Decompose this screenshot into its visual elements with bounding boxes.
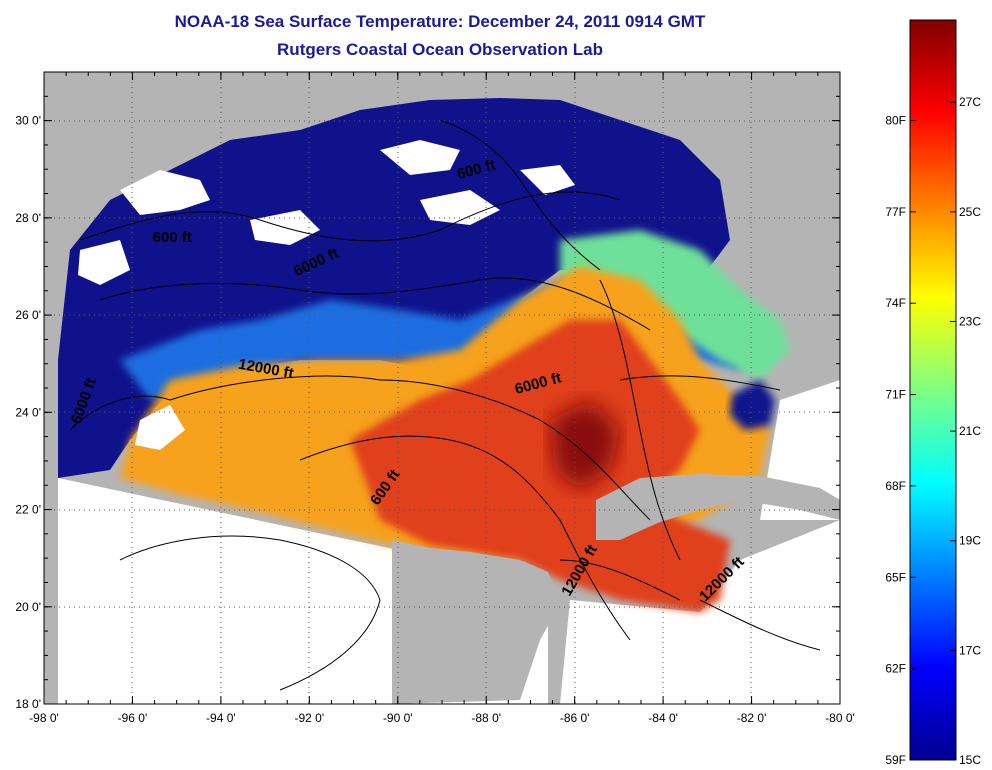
map-subtitle: Rutgers Coastal Ocean Observation Lab	[277, 40, 603, 59]
celsius-label: 17C	[959, 643, 981, 657]
celsius-label: 25C	[959, 205, 981, 219]
cuba	[596, 474, 840, 540]
graticule	[44, 72, 840, 704]
green-transition-region	[560, 230, 790, 380]
lat-tick-label: 28 0'	[15, 211, 41, 225]
fahrenheit-label: 74F	[885, 296, 906, 310]
lon-tick-label: -98 0'	[29, 711, 59, 725]
map-title: NOAA-18 Sea Surface Temperature: Decembe…	[174, 12, 706, 31]
colorbar-celsius-labels: 27C 25C 23C 21C 19C 17C 15C	[959, 95, 981, 767]
hot-water-region	[350, 320, 730, 612]
celsius-label: 27C	[959, 95, 981, 109]
lon-tick-label: -94 0'	[206, 711, 236, 725]
lon-tick-label: -80 0'	[825, 711, 855, 725]
cloud-cover	[78, 140, 575, 450]
hottest-core	[550, 400, 620, 490]
celsius-label: 21C	[959, 424, 981, 438]
lon-tick-label: -84 0'	[648, 711, 678, 725]
colorbar	[909, 19, 957, 761]
lon-tick-label: -90 0'	[383, 711, 413, 725]
florida	[760, 72, 840, 380]
celsius-label: 23C	[959, 314, 981, 328]
fahrenheit-label: 62F	[885, 662, 906, 676]
longitude-tick-labels: -98 0' -96 0' -94 0' -92 0' -90 0' -88 0' -86 …	[29, 711, 855, 725]
celsius-label: 15C	[959, 753, 981, 767]
depth-contour-label: 600 ft	[153, 229, 192, 246]
lat-tick-label: 26 0'	[15, 308, 41, 322]
lon-tick-label: -92 0'	[295, 711, 325, 725]
colorbar-fahrenheit-labels: 80F 77F 74F 71F 68F 65F 62F 59F	[885, 113, 906, 767]
lon-tick-label: -82 0'	[737, 711, 767, 725]
fahrenheit-label: 77F	[885, 205, 906, 219]
lon-tick-label: -88 0'	[471, 711, 501, 725]
fahrenheit-label: 65F	[885, 570, 906, 584]
fahrenheit-label: 68F	[885, 479, 906, 493]
lat-tick-label: 24 0'	[15, 405, 41, 419]
fahrenheit-label: 59F	[885, 753, 906, 767]
lat-tick-label: 22 0'	[15, 503, 41, 517]
map-tick-marks	[43, 71, 841, 705]
fahrenheit-label: 71F	[885, 388, 906, 402]
lat-tick-label: 30 0'	[15, 114, 41, 128]
cold-pool-east	[730, 380, 775, 430]
celsius-label: 19C	[959, 534, 981, 548]
sst-field	[58, 98, 790, 612]
fahrenheit-label: 80F	[885, 113, 906, 127]
lat-tick-label: 18 0'	[15, 697, 41, 711]
lat-tick-label: 20 0'	[15, 600, 41, 614]
bathymetry-contours	[69, 119, 821, 691]
colorbar-ticks	[910, 101, 956, 761]
land-masses	[392, 72, 840, 704]
latitude-tick-labels: 18 0' 20 0' 22 0' 24 0' 26 0' 28 0' 30 0'	[15, 114, 41, 711]
yucatan-peninsula	[392, 540, 560, 704]
lon-tick-label: -96 0'	[118, 711, 148, 725]
cold-water-region	[58, 98, 730, 478]
lon-tick-label: -86 0'	[560, 711, 590, 725]
